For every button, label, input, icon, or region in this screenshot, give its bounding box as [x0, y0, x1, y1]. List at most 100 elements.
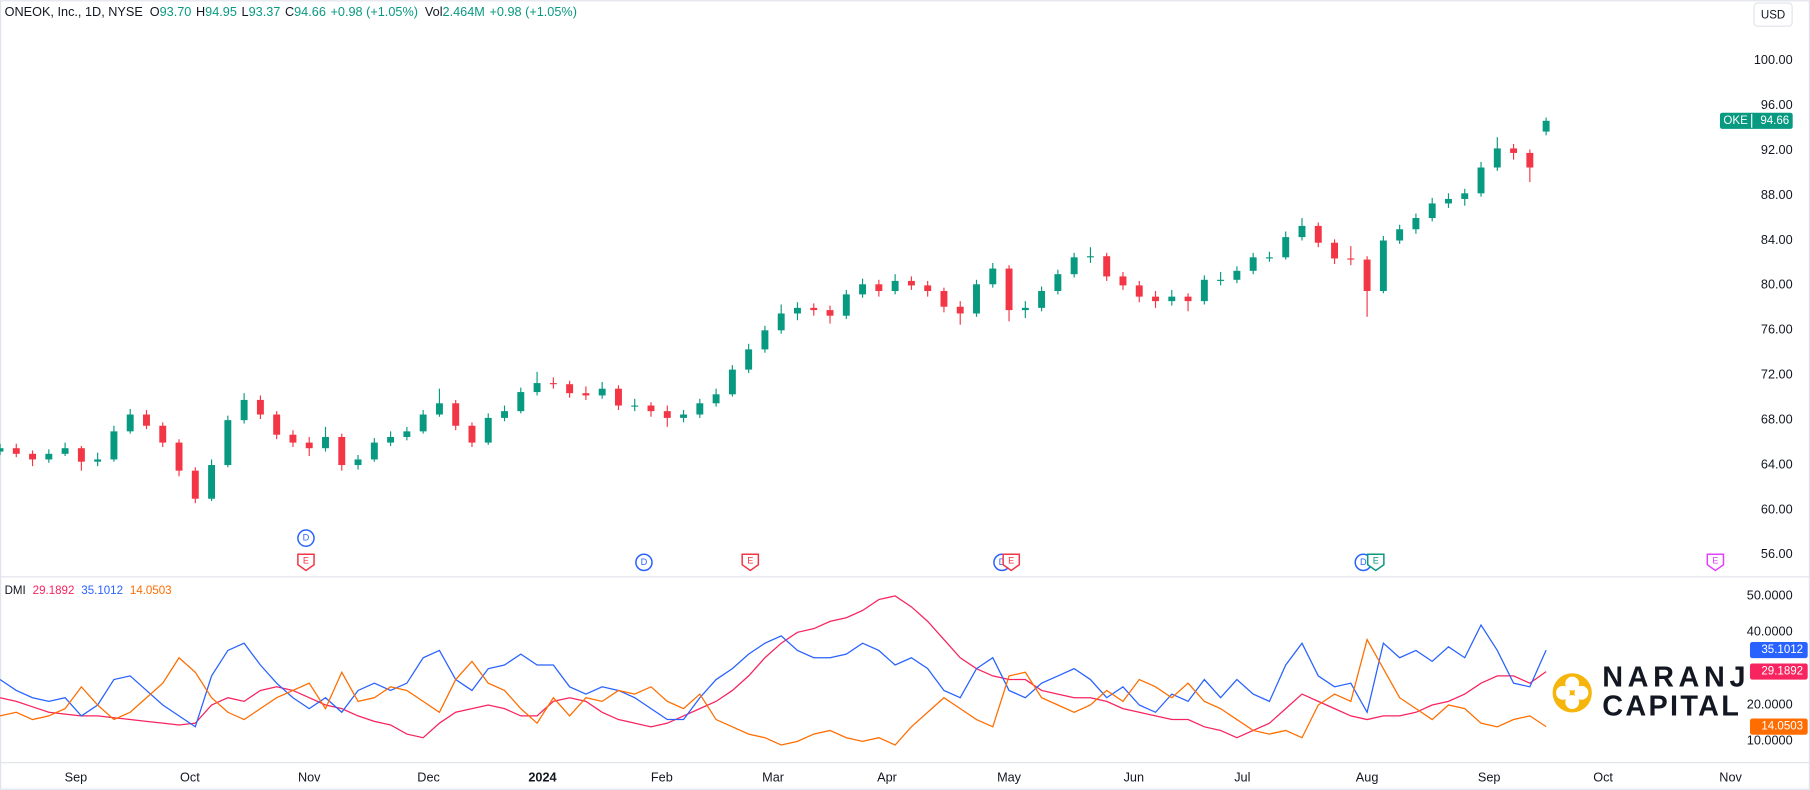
event-icon[interactable] [1706, 553, 1725, 572]
candle-body [842, 294, 850, 316]
event-label[interactable]: E [1008, 556, 1014, 566]
candle-body [1038, 291, 1046, 308]
x-tick-label: Oct [1593, 771, 1613, 785]
candle-body [289, 434, 297, 443]
watermark-line: NARANJ [1602, 662, 1750, 694]
watermark-logo: NARANJ CAPITAL [1552, 662, 1750, 722]
candle-body [419, 414, 427, 432]
x-tick-label: Oct [180, 771, 200, 785]
candle-body [1428, 203, 1436, 219]
candle-body [12, 448, 20, 454]
symbol-name: ONEOK, Inc., 1D, NYSE [5, 5, 143, 19]
candle-body [354, 459, 362, 466]
candle-body [126, 414, 134, 432]
candle-body [1249, 257, 1257, 271]
event-label[interactable]: D [1360, 557, 1367, 567]
legend-field-label: L [242, 5, 249, 19]
event-marker[interactable]: E [1706, 553, 1725, 572]
candle-body [1526, 152, 1534, 168]
candle-body [1314, 225, 1322, 243]
currency-button[interactable]: USD [1753, 2, 1793, 27]
candle-body [273, 414, 281, 435]
y-tick-label: 60.00 [1761, 502, 1793, 516]
candle-body [794, 307, 801, 314]
legend-field-value: 93.70 [160, 5, 192, 19]
event-label[interactable]: E [1712, 556, 1718, 566]
candle-body [924, 285, 932, 292]
candle-body [305, 442, 313, 449]
candle-body [256, 399, 264, 415]
x-tick-label: Sep [1478, 771, 1501, 785]
candle-body [0, 448, 4, 452]
candle-body [110, 431, 118, 460]
event-icon[interactable] [297, 553, 315, 572]
candle-body [45, 453, 53, 460]
candle-body [745, 349, 753, 370]
volume-change: +0.98 (+1.05%) [489, 5, 576, 19]
candle-body [761, 330, 769, 350]
event-label[interactable]: E [747, 556, 753, 566]
currency-button-frame[interactable] [1753, 2, 1793, 27]
event-marker[interactable]: D [635, 553, 653, 572]
candle-body [1103, 256, 1111, 277]
candle-body [940, 291, 948, 307]
candle-body [614, 388, 622, 406]
x-tick-label: Sep [65, 771, 88, 785]
y-tick-label: 80.00 [1761, 278, 1793, 292]
legend-field-value: 94.66 [294, 5, 326, 19]
indicator-value-tag-label: 14.0503 [1761, 721, 1803, 733]
event-icon[interactable] [1366, 553, 1385, 572]
candle-body [1021, 307, 1029, 311]
currency-label[interactable]: USD [1761, 9, 1785, 21]
indicator-legend-value: 35.1012 [81, 585, 123, 597]
candle-body [891, 280, 899, 292]
event-icon[interactable] [297, 529, 315, 547]
x-tick-label: May [997, 771, 1022, 785]
logo-icon [1552, 673, 1592, 713]
y-tick-label: 68.00 [1761, 412, 1793, 426]
candle-body [1331, 242, 1339, 259]
event-label[interactable]: D [999, 557, 1006, 567]
candle-body [1445, 198, 1452, 204]
candle-body [468, 425, 476, 443]
y-tick-label: 76.00 [1761, 323, 1793, 337]
event-marker[interactable]: E [1366, 553, 1385, 572]
candle-body [956, 306, 964, 314]
event-marker[interactable]: D [297, 529, 315, 547]
indicator-legend-value: 14.0503 [130, 585, 172, 597]
event-label[interactable]: E [303, 556, 309, 566]
event-marker[interactable]: E [1002, 553, 1021, 572]
candle-body [989, 268, 997, 285]
event-label[interactable]: D [641, 557, 648, 567]
indicator-legend-value: 29.1892 [33, 585, 75, 597]
y-tick-label: 88.00 [1761, 188, 1793, 202]
candle-body [191, 470, 199, 499]
candles [0, 117, 1550, 504]
event-label[interactable]: D [303, 533, 310, 543]
event-icon[interactable] [1002, 553, 1021, 572]
x-tick-label: Dec [417, 771, 440, 785]
event-icon[interactable] [635, 553, 653, 572]
indicator-legend: DMI 29.1892 35.1012 14.0503 [5, 585, 172, 597]
candle-body [826, 310, 834, 316]
indicator-value-tag [1749, 642, 1808, 659]
event-marker[interactable]: E [741, 553, 760, 572]
event-label[interactable]: E [1373, 556, 1379, 566]
event-icon[interactable] [741, 553, 760, 572]
indicator-value-tag-label: 35.1012 [1761, 644, 1803, 656]
indicator-value-tag [1749, 663, 1808, 680]
candle-body [1233, 270, 1241, 280]
y-tick-label: 72.00 [1761, 368, 1793, 382]
last-price-symbol: OKE [1723, 115, 1748, 127]
candle-body [1461, 193, 1469, 199]
candle-body [875, 284, 883, 292]
event-marker[interactable]: E [297, 553, 315, 572]
chart-legend: ONEOK, Inc., 1D, NYSE O93.70 H94.95 L93.37 C… [5, 5, 577, 19]
indicator-value-tag-label: 29.1892 [1761, 666, 1803, 678]
candle-body [1135, 285, 1143, 297]
y-tick-label: 92.00 [1761, 143, 1793, 157]
candle-body [1217, 279, 1225, 281]
candle-body [517, 392, 525, 412]
logo-icon-part [1574, 685, 1589, 700]
